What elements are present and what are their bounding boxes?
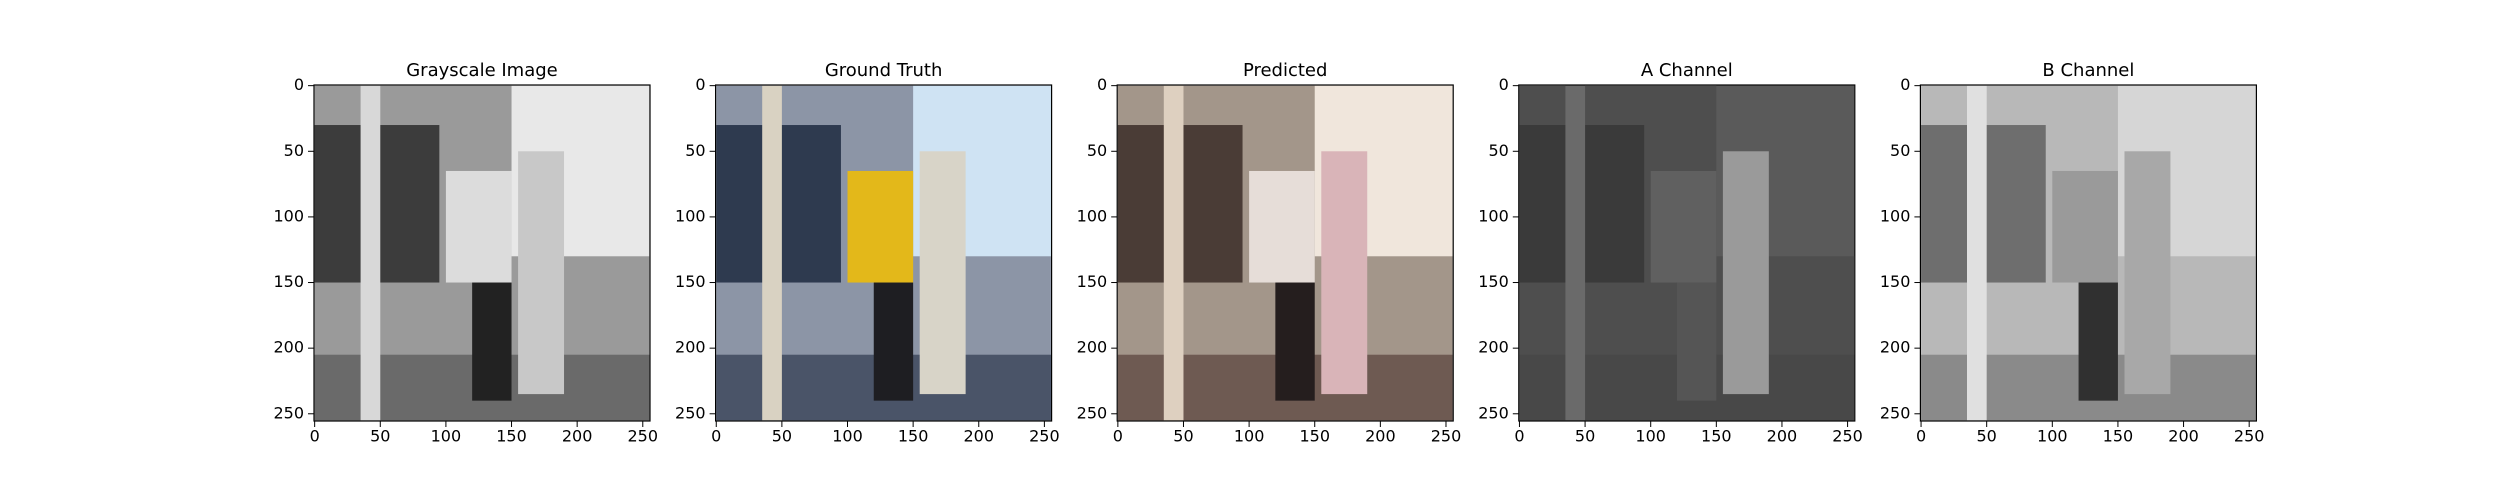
y-tick-label: 100 [1880,206,1911,225]
x-tick-label: 150 [496,427,527,446]
x-tick-label: 100 [2037,427,2068,446]
image-pole [762,85,782,421]
x-tick-label: 50 [370,427,390,446]
y-tick-label: 150 [1077,272,1108,291]
axes-frame [1116,84,1454,422]
y-tick-label: 150 [1880,272,1911,291]
x-tick-label: 200 [1365,427,1396,446]
y-tick-label: 150 [675,272,706,291]
y-tick-label: 100 [1478,206,1509,225]
x-tick-label: 200 [2168,427,2199,446]
x-tick-label: 100 [832,427,863,446]
image-pole [1163,85,1184,421]
y-tick-label: 200 [675,338,706,357]
y-tick-label: 200 [1880,338,1911,357]
y-tick-label: 50 [284,141,304,160]
image-legs [2078,282,2118,401]
y-tick-label: 100 [1077,206,1108,225]
image-panel [314,85,650,421]
y-tick-label: 250 [1880,403,1911,422]
image-shirt [847,170,914,283]
image-shirt [2052,170,2118,283]
x-tick-label: 50 [1575,427,1595,446]
image-shirt [1650,170,1717,283]
x-tick-label: 0 [1514,427,1524,446]
image-panel [1921,85,2256,421]
x-tick-label: 50 [772,427,792,446]
x-tick-label: 250 [2234,427,2265,446]
image-pole [1565,85,1586,421]
axes-frame [1518,84,1856,422]
image-man [1722,151,1769,395]
x-tick-label: 250 [1431,427,1462,446]
y-tick-label: 150 [1478,272,1509,291]
x-tick-label: 0 [310,427,320,446]
y-tick-label: 50 [685,141,705,160]
x-tick-label: 100 [431,427,462,446]
x-tick-label: 150 [2103,427,2134,446]
y-tick-label: 0 [1499,75,1509,94]
panel-title: A Channel [1641,60,1733,81]
image-shirt [445,170,512,283]
image-pole [1966,85,1987,421]
x-tick-label: 150 [898,427,929,446]
x-tick-label: 200 [963,427,994,446]
x-tick-label: 200 [562,427,593,446]
axes-frame [313,84,651,422]
y-tick-label: 50 [1488,141,1508,160]
image-panel [1117,85,1453,421]
x-tick-label: 150 [1299,427,1330,446]
x-tick-label: 200 [1767,427,1798,446]
image-man [518,151,565,395]
y-tick-label: 200 [1478,338,1509,357]
x-tick-label: 250 [628,427,659,446]
axes-frame [714,84,1053,422]
y-tick-label: 0 [695,75,705,94]
y-tick-label: 250 [675,403,706,422]
image-panel [1519,85,1855,421]
panel-title: Grayscale Image [406,60,558,81]
x-tick-label: 0 [1113,427,1123,446]
x-tick-label: 100 [1635,427,1666,446]
image-shirt [1249,170,1315,283]
panel-title: Ground Truth [825,60,943,81]
y-tick-label: 150 [273,272,304,291]
panel-title: B Channel [2042,60,2134,81]
y-tick-label: 50 [1087,141,1107,160]
image-legs [1275,282,1315,401]
y-tick-label: 0 [1097,75,1107,94]
y-tick-label: 200 [273,338,304,357]
image-legs [1676,282,1717,401]
panel-title: Predicted [1243,60,1328,81]
y-tick-label: 250 [1478,403,1509,422]
image-man [1321,151,1368,395]
image-man [2124,151,2171,395]
y-tick-label: 50 [1890,141,1910,160]
y-tick-label: 0 [294,75,304,94]
x-tick-label: 150 [1701,427,1732,446]
y-tick-label: 250 [1077,403,1108,422]
y-tick-label: 100 [675,206,706,225]
x-tick-label: 0 [1916,427,1926,446]
image-panel [716,85,1051,421]
image-pole [360,85,381,421]
image-legs [472,282,512,401]
y-tick-label: 200 [1077,338,1108,357]
image-legs [873,282,914,401]
y-tick-label: 250 [273,403,304,422]
x-tick-label: 100 [1234,427,1265,446]
x-tick-label: 250 [1832,427,1863,446]
x-tick-label: 50 [1173,427,1193,446]
image-man [919,151,966,395]
x-tick-label: 50 [1977,427,1997,446]
y-tick-label: 100 [273,206,304,225]
x-tick-label: 250 [1029,427,1060,446]
x-tick-label: 0 [711,427,721,446]
axes-frame [1919,84,2258,422]
y-tick-label: 0 [1900,75,1910,94]
